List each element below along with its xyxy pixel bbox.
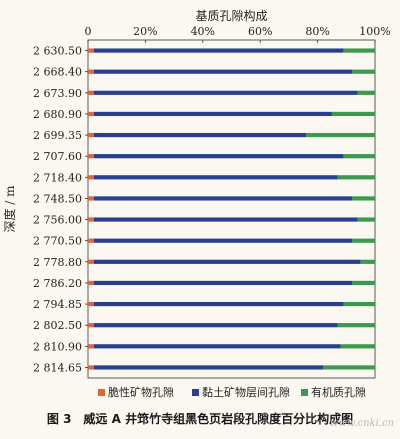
bar-segment-1 xyxy=(88,111,94,117)
bar-segment-2 xyxy=(93,154,344,159)
y-axis-label: 深度 / m xyxy=(2,185,17,233)
bar-segment-3 xyxy=(337,323,375,328)
bar-segment-3 xyxy=(340,344,375,349)
bar-segment-3 xyxy=(331,111,375,117)
bar-segment-2 xyxy=(93,259,361,264)
bar-segment-3 xyxy=(343,48,375,53)
y-tick-label: 2 810.90 xyxy=(33,340,82,353)
y-tick-label: 2 756.00 xyxy=(33,214,82,227)
y-tick-label: 2 699.35 xyxy=(33,129,82,142)
x-tick-label: 40% xyxy=(191,25,215,38)
x-tick-label: 20% xyxy=(133,25,157,38)
bar-segment-1 xyxy=(88,48,94,53)
watermark: www.cnki.cn xyxy=(329,418,394,429)
bar-segment-3 xyxy=(352,238,375,243)
bar-segment-3 xyxy=(323,365,375,370)
bar-segment-1 xyxy=(88,259,94,264)
bar-segment-1 xyxy=(88,175,94,180)
bar-segment-1 xyxy=(88,301,94,307)
bar-segment-2 xyxy=(93,323,338,328)
bar-segment-2 xyxy=(93,301,344,307)
y-tick-label: 2 673.90 xyxy=(33,87,82,100)
bar-segment-3 xyxy=(352,196,375,201)
plot-frame xyxy=(87,39,376,379)
bar-segment-2 xyxy=(93,217,358,222)
bar-segment-3 xyxy=(306,132,375,138)
bar-segment-1 xyxy=(88,154,94,159)
y-tick-label: 2 770.50 xyxy=(33,235,82,248)
x-tick-label: 60% xyxy=(248,25,272,38)
legend-label: 有机质孔隙 xyxy=(311,385,366,399)
y-tick-label: 2 778.80 xyxy=(33,256,82,269)
bar-segment-2 xyxy=(93,48,344,53)
bar-segment-2 xyxy=(93,90,358,95)
legend-swatch xyxy=(192,389,199,396)
bar-segment-1 xyxy=(88,365,94,370)
x-tick-label: 80% xyxy=(305,25,329,38)
y-tick-label: 2 786.20 xyxy=(33,277,82,290)
bar-segment-2 xyxy=(93,344,341,349)
y-tick-label: 2 814.65 xyxy=(33,361,82,374)
y-tick-label: 2 802.50 xyxy=(33,319,82,332)
legend-label: 黏土矿物层间孔隙 xyxy=(202,385,290,399)
bar-segment-1 xyxy=(88,90,94,95)
bar-segment-1 xyxy=(88,238,94,243)
bar-segment-3 xyxy=(337,175,375,180)
bar-segment-1 xyxy=(88,196,94,201)
y-tick-label: 2 680.90 xyxy=(33,108,82,121)
bar-segment-2 xyxy=(93,175,338,180)
legend-swatch xyxy=(98,389,105,396)
bar-segment-3 xyxy=(343,301,375,307)
y-tick-label: 2 748.50 xyxy=(33,192,82,205)
bar-segment-1 xyxy=(88,217,94,222)
bar-segment-3 xyxy=(357,217,375,222)
figure-caption: 图 3 威远 A 井筇竹寺组黑色页岩段孔隙度百分比构成图 xyxy=(46,412,354,426)
chart-title: 基质孔隙构成 xyxy=(195,8,267,23)
bar-segment-3 xyxy=(357,90,375,95)
chart: 基质孔隙构成 0 20% 40% 60% 80% 100% 2 630.50 2 668.40 2… xyxy=(2,8,391,399)
y-tick-label: 2 794.85 xyxy=(33,298,82,311)
bar-segment-2 xyxy=(93,132,307,138)
bar-segment-1 xyxy=(88,69,94,74)
bar-segment-1 xyxy=(88,323,94,328)
bar-segment-3 xyxy=(352,280,375,286)
bar-segment-2 xyxy=(93,238,353,243)
legend-label: 脆性矿物孔隙 xyxy=(108,385,174,399)
bar-segment-2 xyxy=(93,196,353,201)
y-tick-label: 2 630.50 xyxy=(33,45,82,58)
y-tick-label: 2 668.40 xyxy=(33,66,82,79)
y-tick-label: 2 707.60 xyxy=(33,150,82,163)
legend-swatch xyxy=(301,389,308,396)
bar-segment-1 xyxy=(88,280,94,286)
bar-segment-2 xyxy=(93,365,324,370)
bar-segment-3 xyxy=(352,69,375,74)
y-tick-label: 2 718.40 xyxy=(33,171,82,184)
bar-segment-3 xyxy=(343,154,375,159)
x-tick-label: 100% xyxy=(359,25,390,38)
bar-segment-1 xyxy=(88,344,94,349)
bar-segment-1 xyxy=(88,132,94,138)
x-tick-label: 0 xyxy=(85,25,92,38)
bar-segment-2 xyxy=(93,280,353,286)
bar-segment-3 xyxy=(360,259,375,264)
bar-segment-2 xyxy=(93,111,332,117)
bar-segment-2 xyxy=(93,69,353,74)
